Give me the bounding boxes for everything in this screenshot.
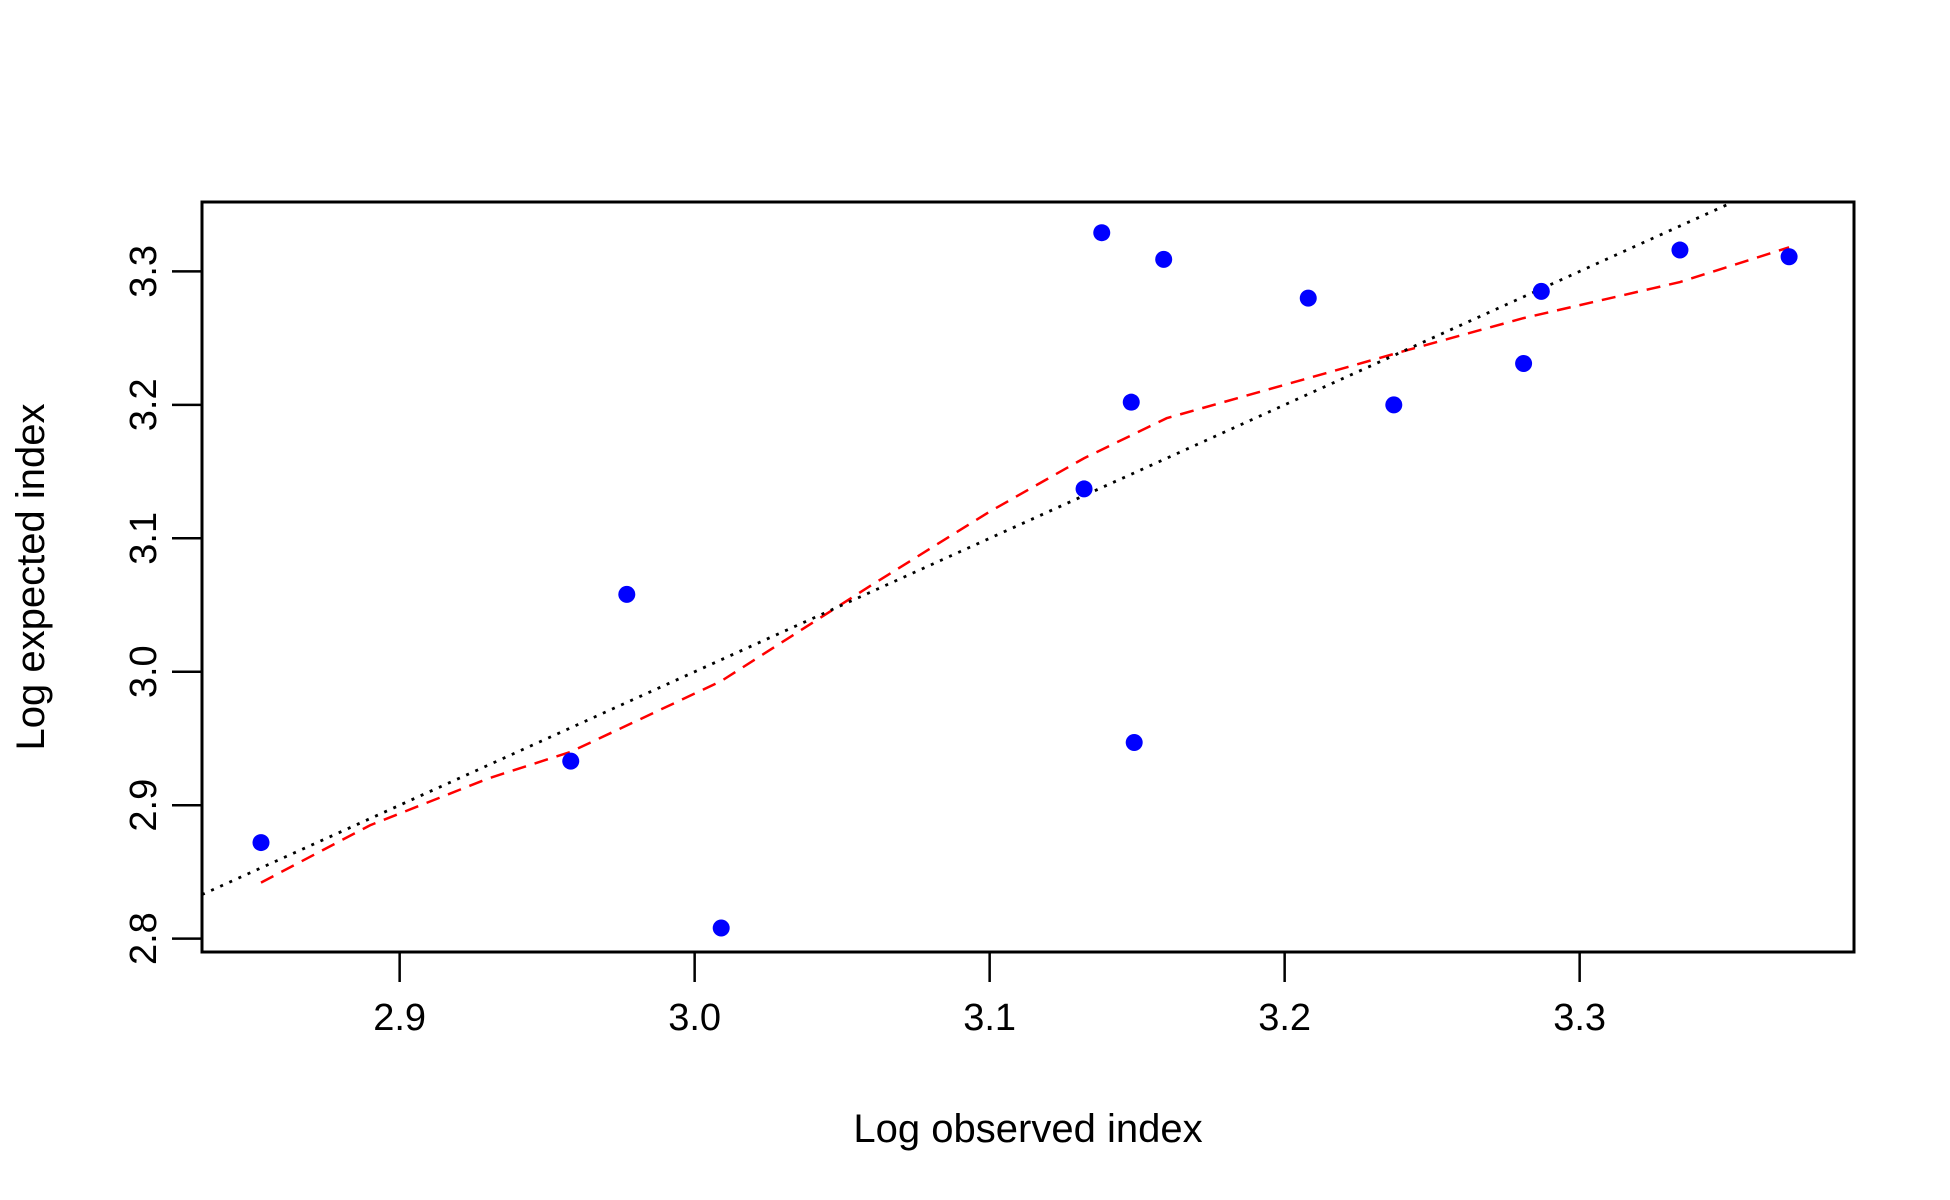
data-point	[1155, 250, 1173, 268]
plot-frame	[200, 200, 1856, 954]
x-tick-label: 2.9	[373, 997, 426, 1039]
series-layer	[202, 202, 1798, 937]
y-tick-label: 3.0	[123, 645, 165, 698]
x-tick-label: 3.1	[963, 997, 1016, 1039]
x-axis-title: Log observed index	[853, 1107, 1202, 1151]
y-tick-label: 3.3	[123, 245, 165, 298]
data-point	[1299, 289, 1317, 307]
data-point	[618, 585, 636, 603]
data-point	[1532, 282, 1550, 300]
y-tick-label: 3.1	[123, 512, 165, 565]
data-point	[1385, 396, 1403, 414]
x-tick-label: 3.2	[1258, 997, 1311, 1039]
data-point	[712, 919, 730, 937]
identity-reference-line	[202, 202, 1737, 896]
data-point	[1671, 241, 1689, 259]
data-point	[1125, 733, 1143, 751]
y-tick-label: 3.2	[123, 378, 165, 431]
data-point	[562, 752, 580, 770]
y-axis: 2.8 2.9 3.0 3.1 3.2 3.3	[123, 245, 204, 965]
y-tick-label: 2.8	[123, 912, 165, 965]
y-tick-label: 2.9	[123, 779, 165, 832]
data-point	[1515, 354, 1533, 372]
x-tick-label: 3.0	[668, 997, 721, 1039]
x-tick-label: 3.3	[1553, 997, 1606, 1039]
data-point	[1075, 480, 1093, 498]
data-point	[1093, 224, 1111, 242]
data-point	[1122, 393, 1140, 411]
data-point	[252, 834, 270, 852]
data-point	[1780, 248, 1798, 266]
y-axis-title: Log expected index	[9, 404, 53, 751]
x-axis: 2.9 3.0 3.1 3.2 3.3	[373, 950, 1606, 1039]
smoothed-trend-line	[260, 246, 1790, 884]
